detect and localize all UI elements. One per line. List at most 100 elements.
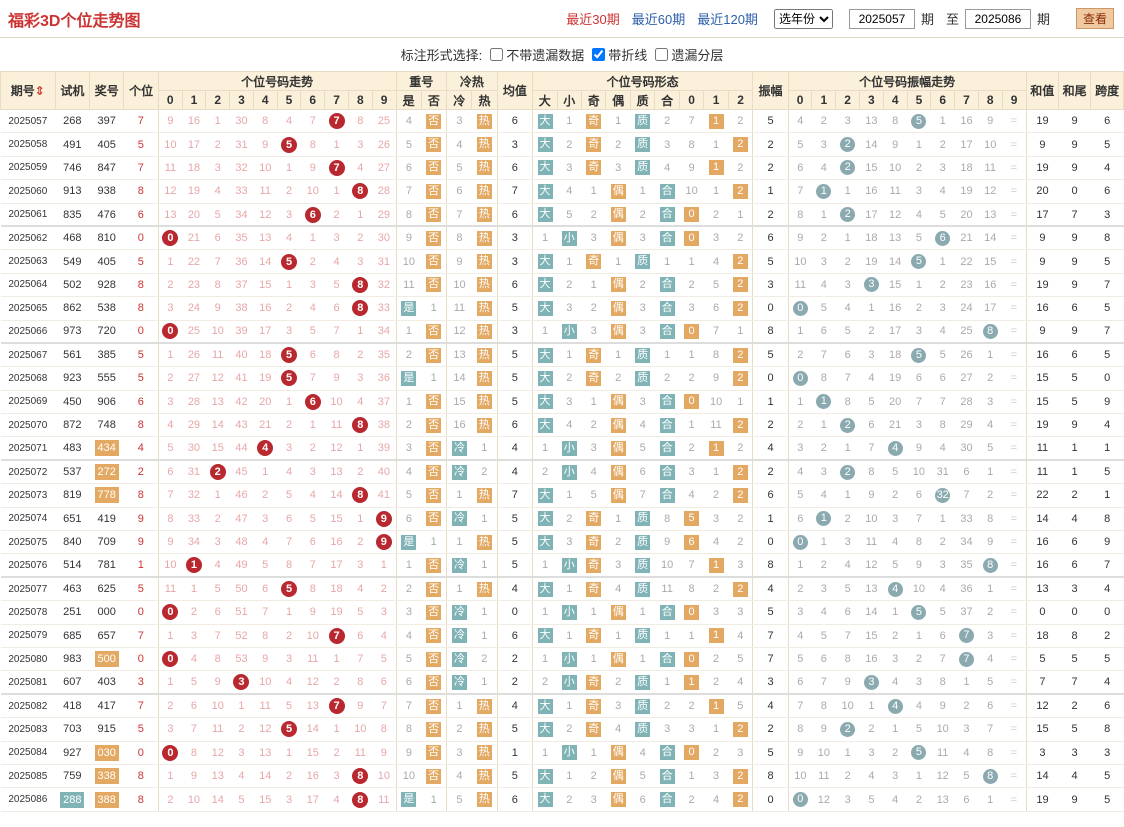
form-miss: 1 [713,138,720,151]
repeat-cell: 9 [395,741,422,765]
form-cell: 大 [532,530,558,555]
amp-miss: 3 [820,466,827,479]
trend-miss: 3 [214,536,221,549]
option-layer-checkbox[interactable] [655,48,669,61]
trend-cell: 33 [372,296,396,321]
repeat-cell: 1 [395,320,422,344]
trend-miss: 31 [187,466,201,479]
amp-trend-cell: 10 [835,693,860,719]
amp-cell: 1 [752,507,789,532]
amp-trend-cell: 2 [907,647,931,672]
form-miss: 2 [688,793,695,806]
recent-30-link[interactable]: 最近30期 [566,12,620,27]
amp-trend-cell: 1 [811,413,836,438]
option-line[interactable]: 带折线 [592,45,647,64]
form-miss: 1 [566,349,573,362]
form-tag: 奇 [586,370,602,386]
trend-cell: 2 [324,203,349,227]
kj-cell: 538 [89,296,124,321]
option-layer[interactable]: 遗漏分层 [655,45,723,64]
trend-cell: 1 [277,741,301,765]
amp-miss: = [1010,302,1018,315]
form-miss: 2 [566,278,573,291]
amp-trend-cell: 4 [811,600,836,625]
trend-miss: 2 [285,629,293,642]
recent-60-link[interactable]: 最近60期 [631,12,686,27]
amp-trend-cell: 3 [859,342,884,368]
amp-trend-cell: 8 [787,717,812,742]
to-period-input[interactable] [964,8,1031,29]
tail-value: 9 [1071,325,1078,338]
amp-trend-cell: 22 [954,249,979,274]
amp-miss: 3 [939,559,946,572]
form-cell: 3 [679,459,704,485]
trend-cell: 2 [348,530,373,555]
form-miss: 2 [713,746,720,759]
amp-trend-cell: 7 [811,342,836,368]
trend-miss: 2 [262,489,269,502]
kj-value: 405 [97,255,116,268]
form-miss: 9 [713,372,720,385]
span-cell: 7 [1090,273,1124,298]
hc-tag: 冷 [451,557,467,573]
trend-ball: 5 [281,721,297,738]
repeat-miss: 11 [403,278,415,291]
option-no-missing-checkbox[interactable] [490,48,504,61]
repeat-cell: 否 [421,179,447,204]
trend-miss: 16 [306,770,319,783]
repeat-cell: 2 [395,342,422,368]
amp-trend-cell: 23 [954,273,979,298]
amp-miss: 12 [889,208,902,221]
amp-trend-cell: 19 [954,179,979,204]
trend-cell: 5 [205,576,230,602]
trend-miss: 18 [259,349,272,362]
period-cell: 2025068 [0,366,56,391]
amp-miss: 3 [844,536,851,549]
recent-120-link[interactable]: 最近120期 [697,12,758,27]
amp-miss: 18 [865,232,878,245]
option-no-missing[interactable]: 不带遗漏数据 [490,45,584,64]
sj-cell: 746 [55,156,90,181]
amp-miss: 5 [844,325,851,338]
sub-trend-0: 0 [157,90,183,110]
gw-cell: 0 [123,647,159,672]
trend-cell: 1 [348,320,373,344]
amp-trend-cell: 1 [787,553,812,578]
hc-cell: 热 [471,530,498,555]
trend-miss: 6 [214,232,221,245]
trend-cell: 4 [205,553,230,578]
sum-cell: 9 [1025,132,1059,157]
trend-miss: 12 [259,723,272,736]
amp-trend-cell: 3 [787,436,812,461]
avg-value: 4 [511,466,518,479]
form-cell: 3 [605,693,631,719]
span-cell: 7 [1090,553,1124,578]
sj-value: 251 [63,606,82,619]
view-button[interactable]: 查看 [1075,8,1114,29]
trend-cell: 5 [229,787,254,812]
trend-cell: 1 [205,483,230,508]
amp-miss: 10 [889,161,902,174]
trend-ball: 8 [352,487,369,504]
trend-ball: 4 [257,440,274,457]
col-amp-trend: 个位号码振幅走势 [787,71,1027,91]
from-period-input[interactable] [848,8,915,29]
amp-trend-cell: 14 [978,225,1003,251]
form-mod-tag: 2 [732,347,748,363]
option-line-checkbox[interactable] [592,48,606,61]
amp-trend-cell: 8 [859,459,884,485]
trend-cell: 18 [324,576,349,602]
form-cell: 1 [728,203,753,227]
trend-ball: 2 [209,464,226,481]
form-mod-tag: 2 [732,300,748,316]
amp-trend-cell: 2 [978,600,1003,625]
repeat-cell: 7 [395,693,422,719]
trend-miss: 2 [357,349,364,362]
amp-miss: 1 [915,278,922,291]
form-cell: 1 [654,670,680,695]
year-select[interactable]: 选年份 [773,8,833,29]
col-period[interactable]: 期号⇕ [0,71,56,110]
amp-miss: = [1010,793,1018,806]
amp-trend-cell: 5 [907,225,931,251]
amp-ball: 2 [840,137,856,153]
